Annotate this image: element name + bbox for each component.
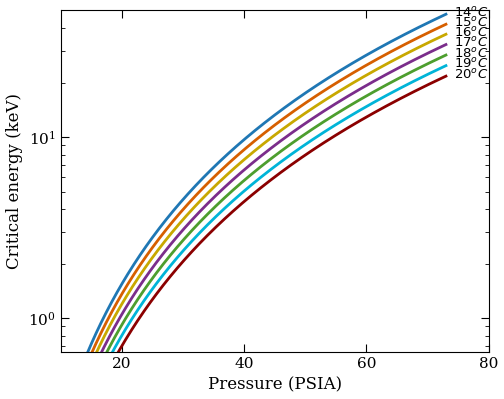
Text: $14^o$$C$: $14^o$$C$: [454, 6, 488, 20]
X-axis label: Pressure (PSIA): Pressure (PSIA): [208, 376, 342, 393]
Text: $19^o$$C$: $19^o$$C$: [454, 57, 488, 71]
Text: $16^o$$C$: $16^o$$C$: [454, 26, 488, 40]
Text: $15^o$$C$: $15^o$$C$: [454, 16, 488, 30]
Text: $20^o$$C$: $20^o$$C$: [454, 68, 488, 82]
Y-axis label: Critical energy (keV): Critical energy (keV): [6, 93, 23, 269]
Text: $17^o$$C$: $17^o$$C$: [454, 36, 488, 50]
Text: $18^o$$C$: $18^o$$C$: [454, 47, 488, 61]
